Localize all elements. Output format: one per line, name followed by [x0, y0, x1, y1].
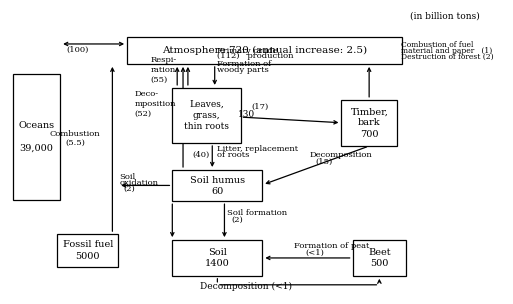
Text: Decomposition (<1): Decomposition (<1) [201, 282, 292, 291]
Bar [341, 100, 398, 146]
Bar [172, 240, 263, 276]
Bar [172, 170, 263, 201]
Text: Combustion: Combustion [50, 130, 100, 138]
Bar [352, 240, 406, 276]
Text: Fossil fuel
5000: Fossil fuel 5000 [63, 240, 113, 261]
Text: (2): (2) [124, 185, 135, 193]
Text: (2): (2) [232, 216, 244, 224]
Text: woody parts: woody parts [217, 66, 269, 74]
Text: (5.5): (5.5) [65, 139, 85, 147]
Text: Soil formation: Soil formation [227, 209, 287, 217]
Text: Formation of: Formation of [217, 60, 271, 68]
Text: (40): (40) [193, 151, 210, 159]
Text: (17): (17) [251, 103, 268, 111]
Text: 130: 130 [238, 110, 255, 119]
Text: (112)   production: (112) production [217, 53, 293, 60]
Text: Deco-
mposition
(52): Deco- mposition (52) [134, 91, 176, 118]
Text: (in billion tons): (in billion tons) [410, 12, 480, 21]
Bar [172, 88, 241, 143]
Text: Respi-
ration
(55): Respi- ration (55) [150, 56, 176, 84]
Text: oxidation: oxidation [120, 179, 159, 187]
Bar [127, 37, 402, 64]
Text: Destruction of forest (2): Destruction of forest (2) [401, 53, 494, 60]
Text: (<1): (<1) [306, 249, 325, 257]
Bar [57, 234, 118, 267]
Text: Atmosphere 720 (annual increase: 2.5): Atmosphere 720 (annual increase: 2.5) [162, 46, 367, 55]
Text: Leaves,
grass,
thin roots: Leaves, grass, thin roots [184, 100, 229, 131]
Text: of roots: of roots [217, 151, 249, 159]
Text: material and paper   (1): material and paper (1) [401, 47, 492, 54]
Text: Beet
500: Beet 500 [368, 248, 391, 268]
Text: Decomposition: Decomposition [310, 151, 372, 159]
Text: Soil
1400: Soil 1400 [205, 248, 230, 268]
Text: (15): (15) [315, 157, 333, 166]
Text: Oceans

39,000: Oceans 39,000 [18, 122, 54, 153]
Text: Soil humus
60: Soil humus 60 [190, 175, 245, 196]
Text: Primary crude: Primary crude [217, 47, 278, 54]
Text: Litter, replacement: Litter, replacement [217, 145, 298, 153]
Bar [12, 74, 60, 200]
Text: Combustion of fuel: Combustion of fuel [401, 40, 473, 49]
Text: (100): (100) [66, 46, 88, 54]
Text: Timber,
bark
700: Timber, bark 700 [350, 107, 388, 139]
Text: Soil: Soil [120, 173, 136, 181]
Text: Formation of peat: Formation of peat [294, 242, 369, 250]
